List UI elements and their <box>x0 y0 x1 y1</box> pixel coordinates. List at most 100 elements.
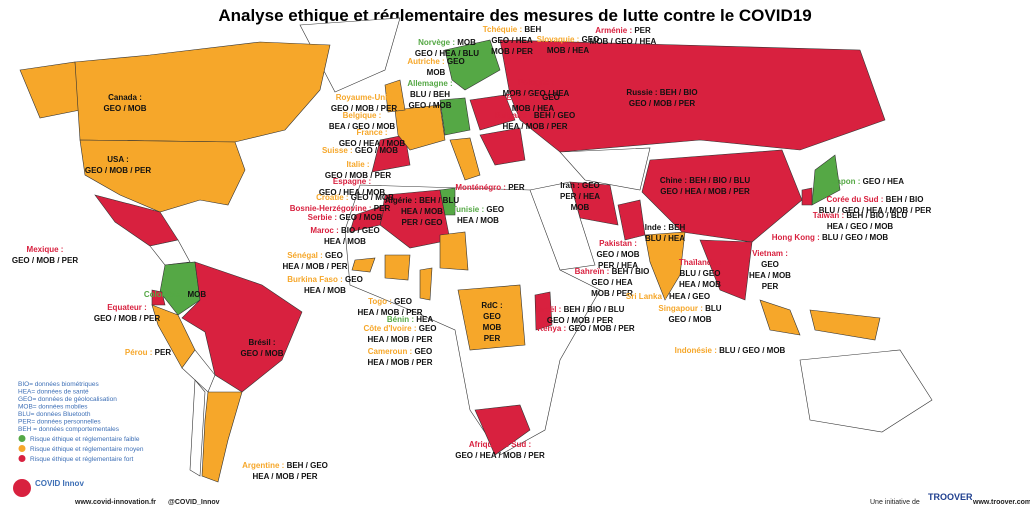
country-label: Pérou : PER <box>125 348 171 357</box>
country-codes: MOB <box>483 323 502 332</box>
country-codes: MOB / HEA <box>512 104 554 113</box>
country-label-line: Allemagne : <box>407 79 452 88</box>
country-label: Croatie : GEO / MOB <box>316 193 394 202</box>
country-name: Equateur : <box>107 303 147 312</box>
country-codes: HEA <box>416 315 433 324</box>
country-name: Maroc : <box>310 226 338 235</box>
country-label-line: Equateur : <box>107 303 147 312</box>
country-label: Arménie : PER MOB / GEO / HEA <box>590 26 657 46</box>
country-name: Cameroun : <box>368 347 412 356</box>
country-shape <box>189 379 206 477</box>
country-name: Singapour : <box>658 304 702 313</box>
country-label-line: Argentine : BEH / GEO <box>242 461 328 470</box>
country-name: Vietnam : <box>752 249 788 258</box>
legend-code: BEH = données comportementales <box>18 426 120 433</box>
country-codes: GEO <box>394 297 412 306</box>
country-name: Iran : <box>560 181 580 190</box>
country-shape <box>151 289 166 306</box>
country-name: Pologne : <box>518 78 554 87</box>
country-label: Chine : BEH / BIO / BLU GEO / HEA / MOB /… <box>660 176 750 196</box>
country-codes: GEO <box>582 35 600 44</box>
country-name: Suisse : <box>322 146 353 155</box>
country-name: Belgique : <box>343 111 382 120</box>
country-shape <box>559 147 651 191</box>
country-shape <box>799 349 933 433</box>
country-codes: GEO / HEA <box>591 278 633 287</box>
country-label-line: Indonésie : BLU / GEO / MOB <box>675 346 786 355</box>
logo-icon <box>13 479 31 497</box>
country-codes: GEO <box>542 93 560 102</box>
footer-site: www.covid-innovation.fr <box>74 499 156 506</box>
country-label: Hong Kong : BLU / GEO / MOB <box>772 233 889 242</box>
country-codes: GEO / MOB / PER <box>85 166 151 175</box>
country-label-line: Tchéquie : BEH <box>483 25 542 34</box>
country-label: Cameroun : GEO HEA / MOB / PER <box>367 347 432 367</box>
world-map <box>19 17 933 483</box>
country-shape <box>499 39 886 153</box>
country-name: Pakistan : <box>599 239 637 248</box>
country-codes: GEO / MOB <box>339 213 382 222</box>
country-shape <box>159 261 201 316</box>
country-shape <box>419 267 433 301</box>
country-label: Indonésie : BLU / GEO / MOB <box>675 346 786 355</box>
country-codes: MOB <box>457 38 476 47</box>
country-label-line: Bosnie-Herzégovine : PER <box>290 204 391 213</box>
country-label-line: France : <box>356 128 387 137</box>
country-label-line: Taiwan : BEH / BIO / BLU <box>813 211 908 220</box>
country-label: Sri Lanka : HEA / GEO <box>626 292 710 301</box>
country-label-line: Norvège : MOB <box>418 38 476 47</box>
country-codes: HEA / MOB / PER <box>282 262 347 271</box>
country-name: Burkina Faso : <box>287 275 343 284</box>
country-label-line: Israël : BEH / BIO / BLU <box>536 305 625 314</box>
country-label-line: Vietnam : <box>752 249 788 258</box>
country-codes: GEO / MOB / PER <box>629 99 695 108</box>
country-shape <box>809 309 881 341</box>
country-name: Bahreïn : <box>575 267 610 276</box>
country-label-line: Togo : GEO <box>368 297 412 306</box>
country-label: Equateur : GEO / MOB / PER <box>94 303 160 323</box>
country-name: USA : <box>107 155 128 164</box>
footer-twitter: @COVID_Innov <box>168 499 220 506</box>
country-name: Sri Lanka : <box>626 292 667 301</box>
footer-brand-site: www.troover.com <box>972 499 1030 506</box>
country-label-line: Inde : BEH <box>645 223 686 232</box>
country-label: Norvège : MOB GEO / HEA / BLU <box>415 38 479 58</box>
country-codes: GEO / HEA <box>491 36 533 45</box>
country-label: Italie : GEO / MOB / PER <box>325 160 391 180</box>
country-codes: BEH / BIO / BLU <box>689 176 750 185</box>
country-label: Israël : BEH / BIO / BLU GEO / MOB / PER <box>536 305 625 325</box>
country-codes: HEA / MOB / PER <box>252 472 317 481</box>
country-label-line: Chine : BEH / BIO / BLU <box>660 176 750 185</box>
country-label: Inde : BEH BLU / HEA <box>645 223 686 243</box>
country-name: Algérie : <box>385 196 417 205</box>
country-codes: MOB / GEO / HEA <box>503 89 570 98</box>
footer-brand: TROOVER <box>928 492 973 502</box>
country-label: Pakistan : GEO / MOB PER / HEA <box>596 239 639 270</box>
country-label: Kenya : GEO / MOB / PER <box>537 324 635 333</box>
country-label-line: Croatie : GEO / MOB <box>316 193 394 202</box>
country-label-line: Mexique : <box>27 245 64 254</box>
country-codes: GEO <box>582 181 600 190</box>
country-codes: HEA / MOB <box>749 271 791 280</box>
country-codes: GEO / HEA / MOB / PER <box>455 451 545 460</box>
country-label-line: Corée du Sud : BEH / BIO <box>827 195 924 204</box>
country-codes: BEH <box>524 25 541 34</box>
country-shape <box>534 291 553 331</box>
legend-code: BLU= données Bluetooth <box>18 411 91 418</box>
country-label: Estonie : GEO MOB / HEA <box>506 93 560 113</box>
country-label-line: Algérie : BEH / BLU <box>385 196 459 205</box>
country-name: Arménie : <box>595 26 632 35</box>
legend-swatch <box>18 455 26 462</box>
country-label: Burkina Faso : GEO HEA / MOB <box>287 275 363 295</box>
country-name: Colombie : <box>144 290 185 299</box>
country-label-line: Thaïlande : <box>679 258 721 267</box>
country-codes: GEO / MOB / PER <box>12 256 78 265</box>
country-codes: GEO <box>414 347 432 356</box>
country-codes: BEH / BLU <box>419 196 459 205</box>
country-label-line: Kenya : GEO / MOB / PER <box>537 324 635 333</box>
country-name: Espagne : <box>333 177 371 186</box>
country-codes: GEO / MOB <box>103 104 146 113</box>
country-codes: PER <box>508 183 525 192</box>
country-shape <box>439 231 469 271</box>
country-label: Bulgarie : BEH / GEO HEA / MOB / PER <box>495 111 575 131</box>
